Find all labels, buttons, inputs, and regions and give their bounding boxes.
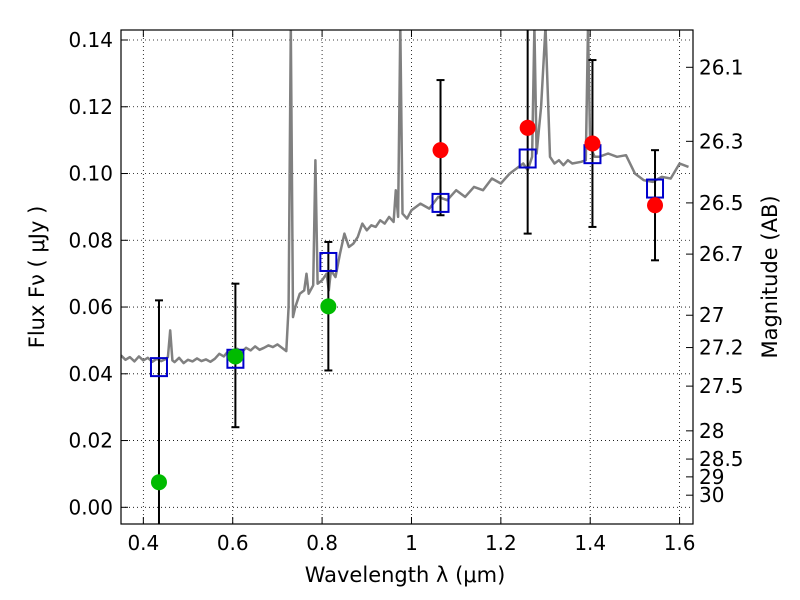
data-point-marker	[584, 135, 601, 152]
x-tick-label: 1.6	[664, 531, 696, 555]
y-tick-label: 0.10	[68, 162, 113, 186]
y2-tick-label: 26.3	[699, 129, 744, 153]
y2-tick-label: 28	[699, 419, 724, 443]
y-tick-label: 0.04	[68, 362, 113, 386]
photometry-markers	[149, 30, 665, 524]
x-tick-label: 1.2	[485, 531, 517, 555]
plot-frame	[120, 29, 694, 525]
x-axis-label: Wavelength λ (μm)	[305, 563, 506, 587]
data-point-marker	[647, 197, 664, 214]
y2-tick-label: 28.5	[699, 447, 744, 471]
y2-tick-label: 30	[699, 483, 724, 507]
plot-border	[120, 29, 694, 525]
y-tick-label: 0.08	[68, 228, 113, 252]
data-point-marker	[227, 348, 244, 365]
y2-tick-label: 27.2	[699, 336, 744, 360]
model-square-marker	[431, 192, 450, 213]
x-tick-label: 1	[405, 531, 418, 555]
data-point-marker	[150, 474, 167, 491]
y2-tick-label: 27.5	[699, 374, 744, 398]
spectrum-line	[121, 30, 689, 365]
y2-axis-label: Magnitude (AB)	[758, 195, 782, 358]
y-tick-label: 0.14	[68, 28, 113, 52]
data-point-marker	[432, 142, 449, 159]
y2-tick-label: 29	[699, 465, 724, 489]
grid-lines	[121, 30, 693, 524]
x-tick-label: 1.4	[574, 531, 606, 555]
y2-tick-label: 27	[699, 303, 724, 327]
axis-ticks: 0.4 0.6 0.8 1 1.2 1.4 1.6 0.00 0.02 0.04 0.06 0.08 0…	[68, 28, 743, 555]
x-tick-label: 0.8	[306, 531, 338, 555]
x-tick-label: 0.6	[217, 531, 249, 555]
spectrum-layer	[121, 30, 689, 365]
y2-tick-label: 26.5	[699, 191, 744, 215]
data-point-marker	[320, 298, 337, 315]
model-square-marker	[518, 148, 537, 169]
y-axis-label: Flux Fν ( μJy )	[25, 206, 49, 349]
y-tick-label: 0.00	[68, 495, 113, 519]
y2-tick-label: 26.1	[699, 55, 744, 79]
y-tick-label: 0.02	[68, 429, 113, 453]
x-tick-label: 0.4	[127, 531, 159, 555]
model-square-marker	[319, 251, 338, 272]
y2-tick-label: 26.7	[699, 242, 744, 266]
data-point-marker	[519, 119, 536, 136]
model-square-marker	[149, 357, 168, 378]
y-tick-label: 0.06	[68, 295, 113, 319]
y-tick-label: 0.12	[68, 95, 113, 119]
